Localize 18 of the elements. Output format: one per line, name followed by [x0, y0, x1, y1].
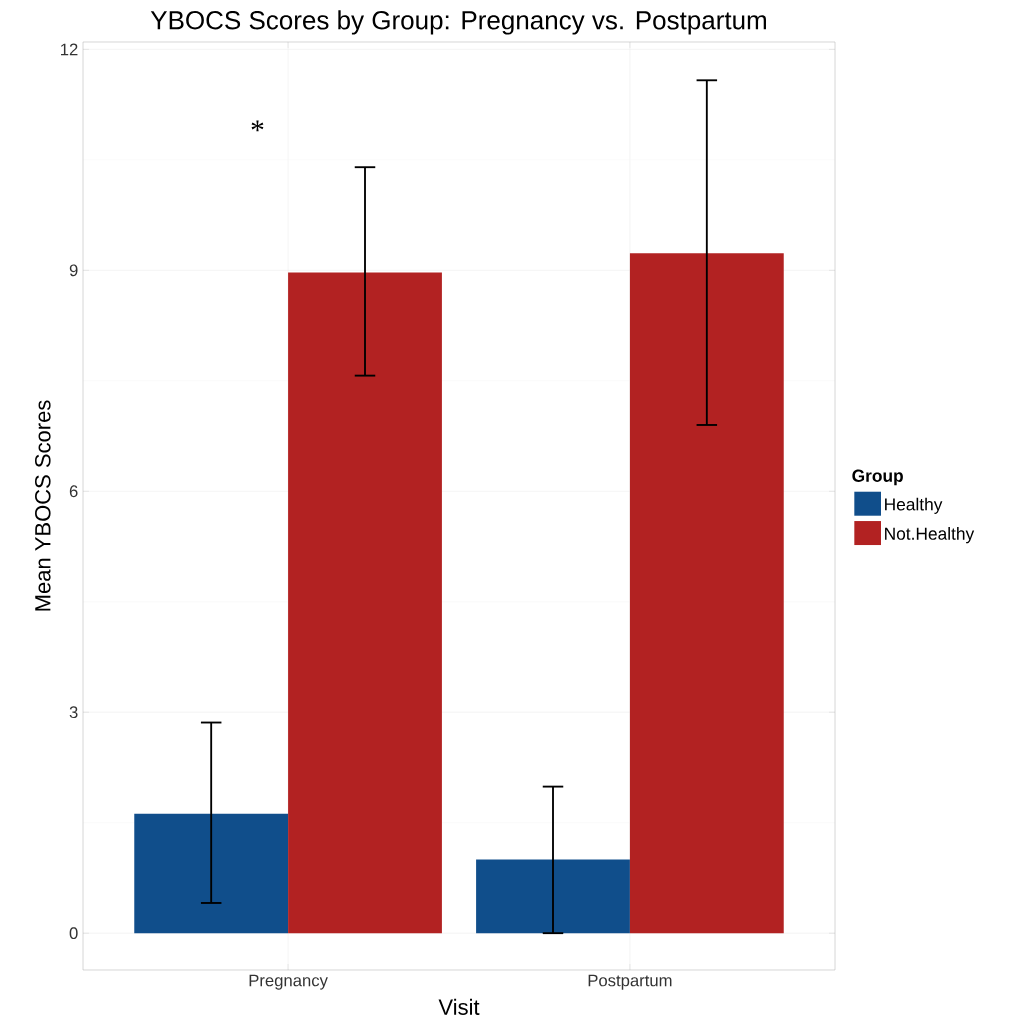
x-axis-title: Visit — [438, 998, 480, 1015]
chart-title: YBOCS Scores by Group: Pregnancy vs. Postpartum — [150, 10, 766, 35]
annotation: * — [251, 120, 264, 132]
bar — [629, 253, 784, 934]
y-axis-title: Mean YBOCS Scores — [35, 400, 51, 611]
x-tick-label: Postpartum — [588, 974, 672, 990]
y-tick-label: 9 — [69, 264, 78, 277]
legend-label: Healthy — [885, 497, 943, 514]
bar — [134, 813, 289, 934]
y-tick-label: 6 — [69, 485, 78, 498]
y-tick-label: 0 — [69, 927, 78, 940]
legend-label: Not.Healthy — [885, 527, 975, 544]
bar — [288, 272, 442, 934]
y-tick-label: 12 — [61, 43, 78, 56]
y-tick-label: 3 — [69, 706, 78, 719]
bar — [476, 859, 630, 934]
x-tick-label: Pregnancy — [249, 974, 328, 990]
legend-title: Group — [852, 469, 903, 486]
